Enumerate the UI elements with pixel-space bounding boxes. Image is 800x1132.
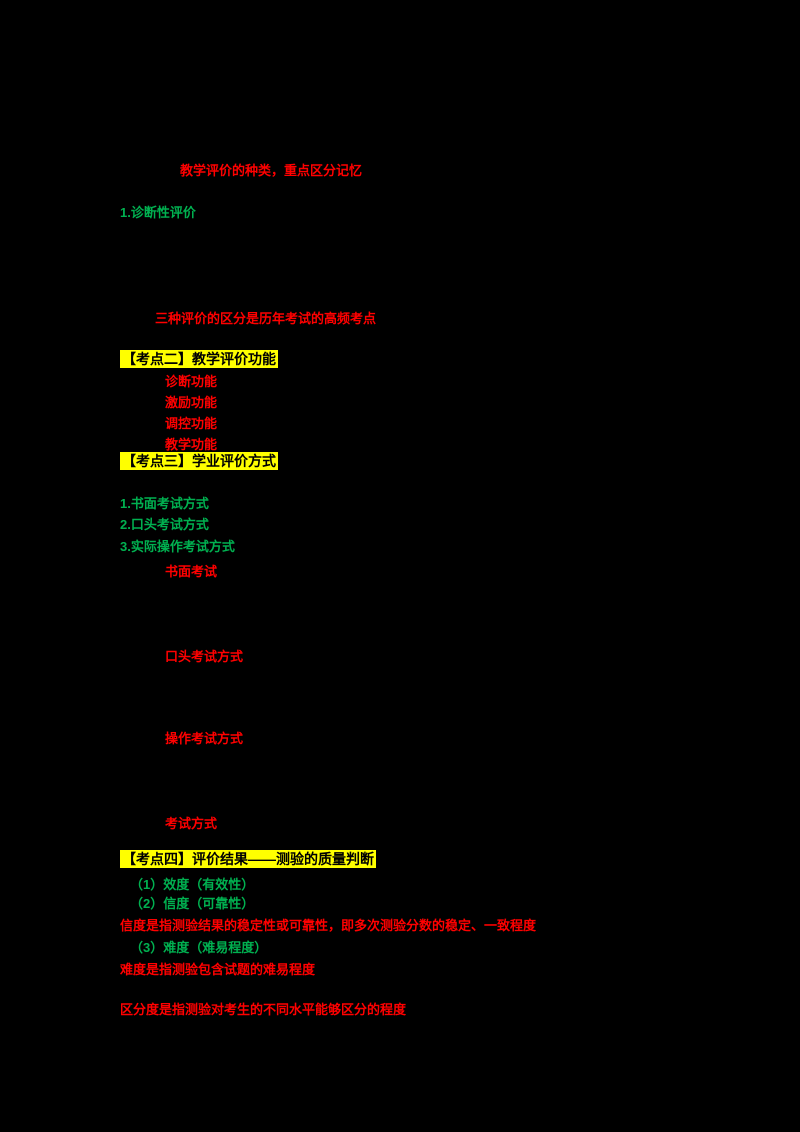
section2-function-4: 教学功能 bbox=[165, 437, 218, 452]
section4-def-xindu: 信度是指测验结果的稳定性或可靠性，即多次测验分数的稳定、一致程度 bbox=[120, 918, 537, 933]
section3-item-2: 2.口头考试方式 bbox=[120, 517, 209, 532]
section3-sub-3: 操作考试方式 bbox=[165, 731, 244, 746]
section4-item-2: （2）信度（可靠性） bbox=[130, 896, 255, 911]
section4-item-1: （1）效度（有效性） bbox=[130, 877, 255, 892]
section3-sub-2: 口头考试方式 bbox=[165, 649, 244, 664]
section3-item-1: 1.书面考试方式 bbox=[120, 496, 209, 511]
section3-title: 【考点三】学业评价方式 bbox=[120, 452, 278, 470]
intro-item-1: 1.诊断性评价 bbox=[120, 205, 196, 220]
section3-item-3: 3.实际操作考试方式 bbox=[120, 539, 235, 554]
section2-title: 【考点二】教学评价功能 bbox=[120, 350, 278, 368]
section4-item-3: （3）难度（难易程度） bbox=[130, 940, 268, 955]
section3-sub-1: 书面考试 bbox=[165, 564, 218, 579]
section4-def-qufendu: 区分度是指测验对考生的不同水平能够区分的程度 bbox=[120, 1002, 407, 1017]
section2-function-2: 激励功能 bbox=[165, 395, 218, 410]
section2-function-3: 调控功能 bbox=[165, 416, 218, 431]
intro-summary-line: 教学评价的种类，重点区分记忆 bbox=[180, 163, 363, 178]
section4-def-nandu: 难度是指测验包含试题的难易程度 bbox=[120, 962, 316, 977]
section2-function-1: 诊断功能 bbox=[165, 374, 218, 389]
section4-title: 【考点四】评价结果——测验的质量判断 bbox=[120, 850, 376, 868]
intro-note-line: 三种评价的区分是历年考试的高频考点 bbox=[155, 311, 377, 326]
section3-sub-4: 考试方式 bbox=[165, 816, 218, 831]
